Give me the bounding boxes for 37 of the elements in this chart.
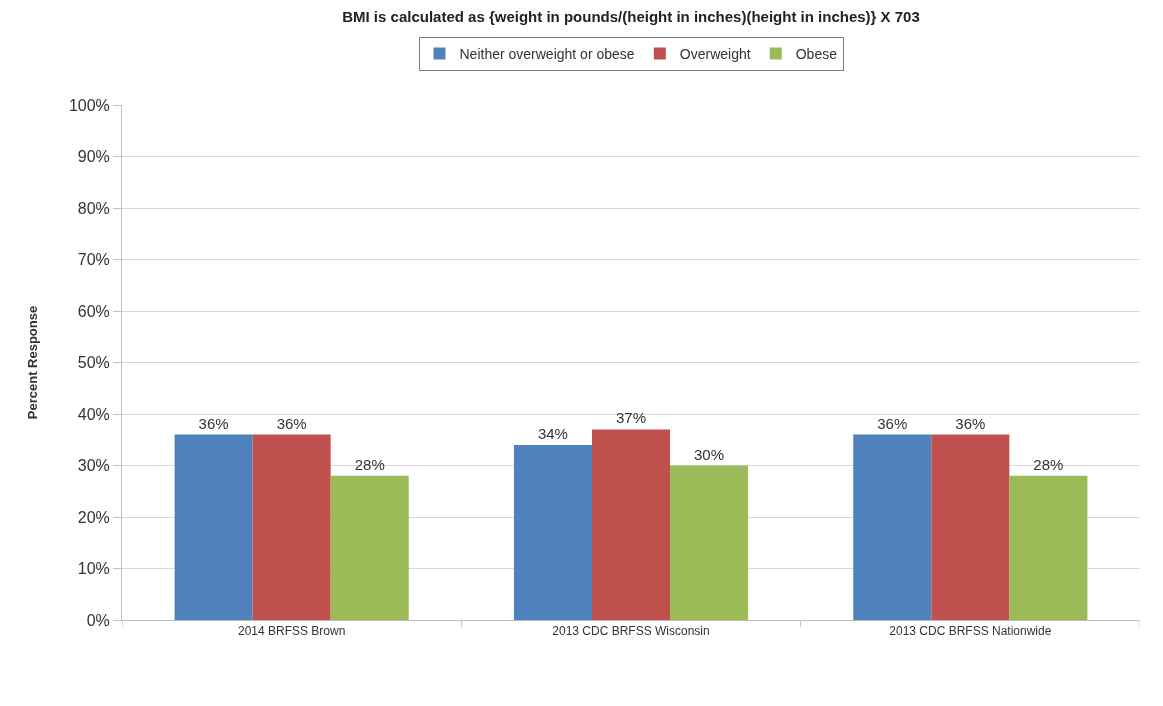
y-tick-label: 100% <box>68 96 110 114</box>
y-tick-label: 10% <box>77 560 110 578</box>
data-label: 36% <box>877 414 908 432</box>
chart-title: BMI is calculated as {weight in pounds/(height in inches)(height in inches)} X 703 <box>342 8 920 26</box>
y-tick-label: 20% <box>77 508 110 526</box>
y-tick-label: 70% <box>77 251 110 269</box>
y-tick-label: 50% <box>77 354 110 372</box>
y-tick-label: 90% <box>77 148 110 166</box>
legend-label: Obese <box>795 46 838 63</box>
data-label: 36% <box>955 414 986 432</box>
bar <box>1009 475 1088 620</box>
bar <box>931 434 1010 620</box>
data-label: 28% <box>1033 455 1064 473</box>
data-label: 36% <box>198 414 229 432</box>
bar <box>330 475 409 620</box>
legend-label: Neither overweight or obese <box>459 46 635 63</box>
x-tick-label: 2013 CDC BRFSS Nationwide <box>889 624 1052 639</box>
y-tick-label: 80% <box>77 199 110 217</box>
legend-label: Overweight <box>679 46 751 63</box>
y-axis-title: Percent Response <box>24 305 40 420</box>
bar <box>513 444 592 620</box>
x-tick-label: 2014 BRFSS Brown <box>237 624 346 639</box>
y-tick-label: 60% <box>77 302 110 320</box>
bar <box>670 465 749 620</box>
y-tick-label: 40% <box>77 405 110 423</box>
y-tick-label: 30% <box>77 457 110 475</box>
bar <box>591 429 671 620</box>
data-label: 28% <box>354 455 385 473</box>
y-tick-label: 0% <box>86 611 110 629</box>
data-label: 37% <box>615 409 647 427</box>
bar <box>853 434 932 620</box>
data-label: 30% <box>694 445 725 463</box>
data-label: 34% <box>537 424 568 442</box>
data-label: 36% <box>276 414 307 432</box>
bar <box>252 434 331 620</box>
x-tick-label: 2013 CDC BRFSS Wisconsin <box>552 624 710 639</box>
bar <box>174 434 253 620</box>
